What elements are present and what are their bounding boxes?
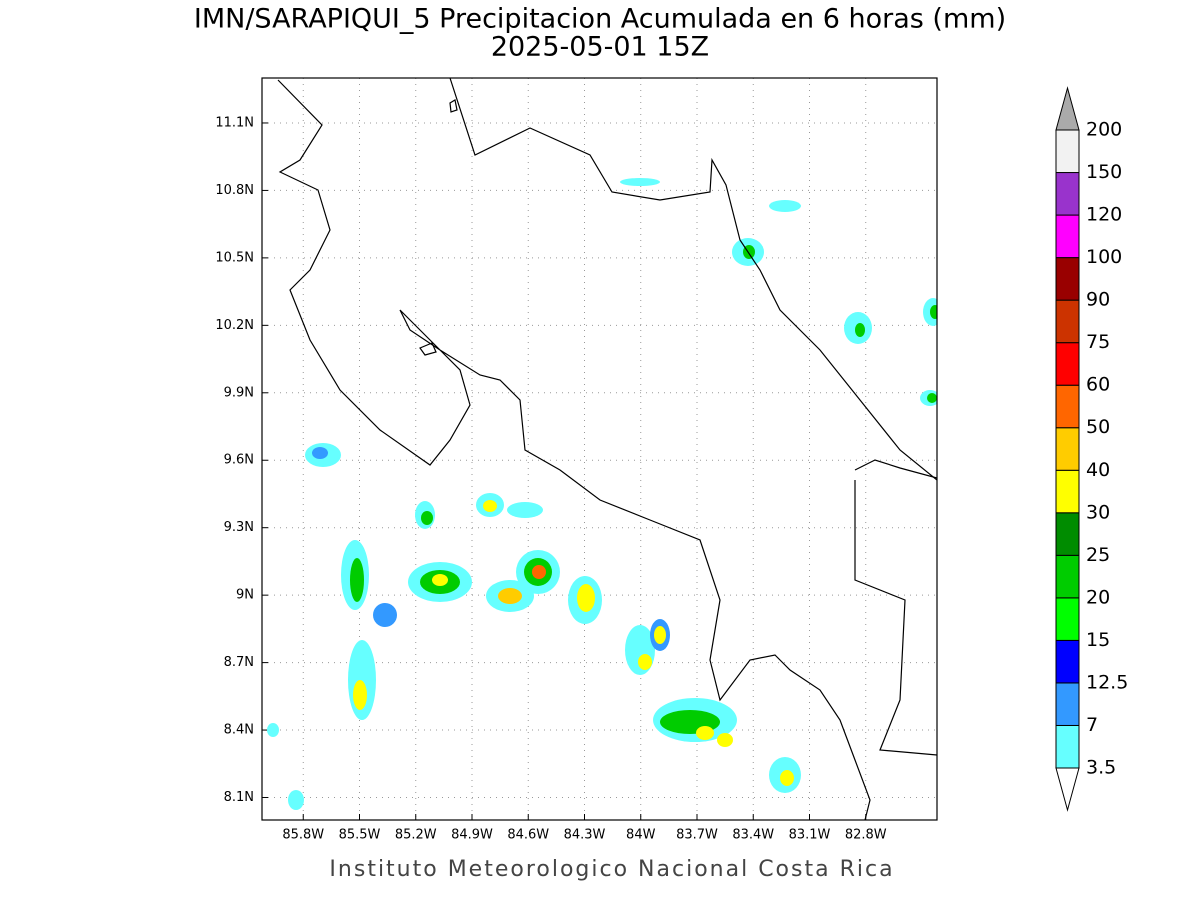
colorbar-over <box>1055 86 1080 131</box>
colorbar-label: 40 <box>1086 459 1110 481</box>
y-tick-label: 9.3N <box>224 520 254 535</box>
x-tick-label: 85.8W <box>282 828 324 843</box>
colorbar: 3.5 7 12.5 15 20 25 30 40 50 60 75 90 100 120 150 200 <box>1055 86 1128 812</box>
x-tick-label: 83.4W <box>732 828 774 843</box>
colorbar-label: 150 <box>1086 161 1122 183</box>
colorbar-segment <box>1055 512 1080 556</box>
colorbar-label: 60 <box>1086 374 1110 396</box>
colorbar-label: 90 <box>1086 289 1110 311</box>
title: IMN/SARAPIQUI_5 Precipitacion Acumulada … <box>194 4 1006 35</box>
colorbar-segment <box>1055 724 1080 769</box>
y-tick-label: 10.2N <box>215 318 254 333</box>
colorbar-segment <box>1055 257 1080 301</box>
y-tick-label: 11.1N <box>215 115 254 130</box>
y-tick-label: 9.9N <box>224 385 254 400</box>
y-tick-label: 8.7N <box>224 655 254 670</box>
x-tick-label: 83.7W <box>676 828 718 843</box>
colorbar-label: 30 <box>1086 501 1110 523</box>
colorbar-segment <box>1055 299 1080 344</box>
colorbar-label: 3.5 <box>1086 757 1116 779</box>
footer: Instituto Meteorologico Nacional Costa R… <box>329 857 894 882</box>
subtitle: 2025-05-01 15Z <box>491 32 709 63</box>
x-tick-label: 82.8W <box>845 828 887 843</box>
x-tick-label: 83.1W <box>789 828 831 843</box>
colorbar-label: 7 <box>1086 714 1098 736</box>
colorbar-label: 200 <box>1086 119 1122 141</box>
colorbar-segment <box>1055 427 1080 471</box>
colorbar-label: 75 <box>1086 331 1110 353</box>
precip <box>267 178 937 810</box>
colorbar-segment <box>1055 214 1080 259</box>
grid <box>262 78 937 820</box>
y-tick-label: 8.1N <box>224 790 254 805</box>
colorbar-label: 25 <box>1086 544 1110 566</box>
colorbar-segment <box>1055 554 1080 599</box>
colorbar-label: 50 <box>1086 416 1110 438</box>
colorbar-segment <box>1055 129 1080 174</box>
y-tick-label: 9N <box>236 588 254 603</box>
x-tick-label: 84.6W <box>507 828 549 843</box>
colorbar-label: 15 <box>1086 629 1110 651</box>
coastline <box>277 78 937 820</box>
y-tick-label: 9.6N <box>224 453 254 468</box>
y-tick-label: 8.4N <box>224 723 254 738</box>
colorbar-segment <box>1055 682 1080 726</box>
colorbar-segment <box>1055 469 1080 514</box>
y-tick-label: 10.8N <box>215 183 254 198</box>
colorbar-label: 12.5 <box>1086 671 1128 693</box>
x-tick-label: 84W <box>626 828 656 843</box>
y-tick-label: 10.5N <box>215 250 254 265</box>
colorbar-label: 100 <box>1086 246 1122 268</box>
colorbar-segment <box>1055 597 1080 641</box>
colorbar-segment <box>1055 342 1080 386</box>
colorbar-segment <box>1055 384 1080 429</box>
colorbar-segment <box>1055 172 1080 216</box>
colorbar-segment <box>1055 639 1080 684</box>
colorbar-label: 20 <box>1086 586 1110 608</box>
rain-cell <box>267 178 937 810</box>
x-tick-label: 84.3W <box>564 828 606 843</box>
map <box>261 77 938 821</box>
x-tick-label: 85.5W <box>339 828 381 843</box>
x-tick-label: 85.2W <box>395 828 437 843</box>
colorbar-under <box>1055 767 1080 812</box>
x-tick-label: 84.9W <box>451 828 493 843</box>
map-frame <box>261 77 938 821</box>
colorbar-label: 120 <box>1086 204 1122 226</box>
